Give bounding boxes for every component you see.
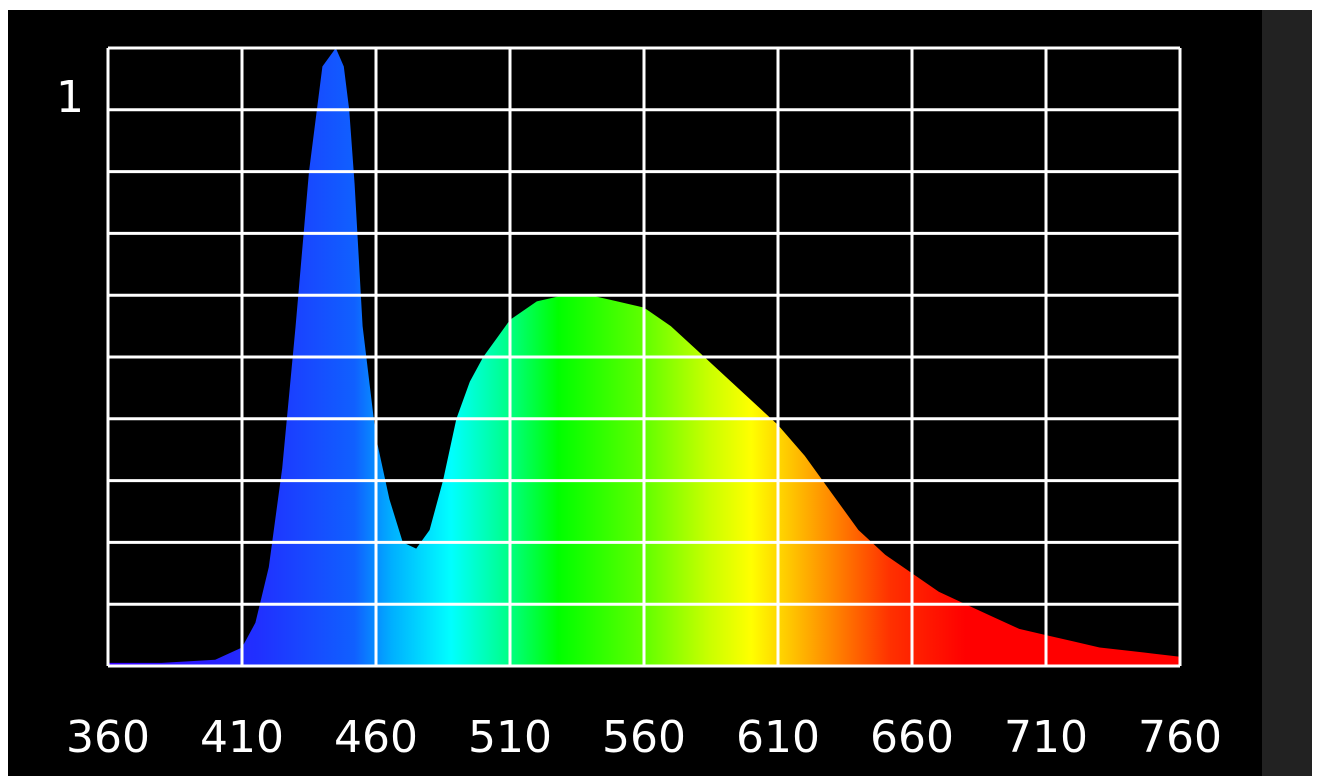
x-tick-label: 360 — [66, 712, 150, 763]
x-tick-label: 710 — [1004, 712, 1088, 763]
x-tick-label: 460 — [334, 712, 418, 763]
x-tick-label: 510 — [468, 712, 552, 763]
x-tick-label: 410 — [200, 712, 284, 763]
grid — [106, 46, 1182, 668]
x-tick-label: 660 — [870, 712, 954, 763]
x-tick-label: 610 — [736, 712, 820, 763]
x-tick-label: 760 — [1138, 712, 1222, 763]
y-axis-max-label: 1 — [56, 72, 84, 123]
axis-labels: 1 360 410 460 510 560 610 660 710 760 — [56, 72, 1222, 763]
x-tick-label: 560 — [602, 712, 686, 763]
side-strip — [1262, 10, 1312, 776]
